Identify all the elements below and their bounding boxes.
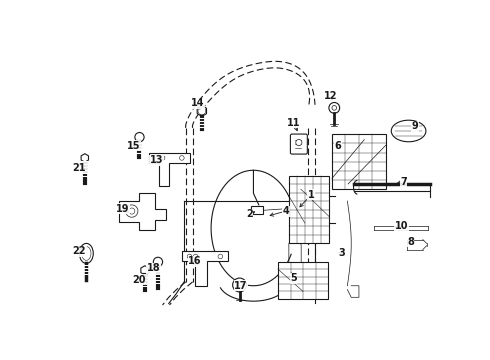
Ellipse shape: [82, 247, 91, 260]
Text: 8: 8: [407, 237, 414, 247]
Circle shape: [125, 205, 138, 217]
Circle shape: [154, 156, 159, 160]
Circle shape: [233, 278, 246, 292]
Ellipse shape: [79, 243, 93, 264]
Circle shape: [296, 139, 302, 145]
Circle shape: [237, 282, 243, 288]
Text: 6: 6: [335, 141, 342, 150]
FancyBboxPatch shape: [291, 134, 307, 154]
Circle shape: [194, 254, 198, 259]
Circle shape: [187, 254, 192, 259]
Text: 9: 9: [412, 121, 418, 131]
Text: 14: 14: [191, 98, 205, 108]
Polygon shape: [119, 193, 167, 230]
Text: 21: 21: [73, 163, 86, 173]
Text: 12: 12: [324, 91, 337, 100]
Text: 2: 2: [246, 209, 253, 219]
Text: 11: 11: [287, 117, 300, 127]
Polygon shape: [149, 153, 190, 186]
Circle shape: [332, 105, 337, 110]
Text: 10: 10: [394, 221, 408, 231]
Text: 16: 16: [188, 256, 202, 266]
Polygon shape: [182, 251, 228, 286]
Circle shape: [198, 107, 206, 115]
Text: 13: 13: [149, 155, 163, 165]
Bar: [289, 176, 329, 243]
Bar: [278, 262, 328, 299]
Text: 5: 5: [290, 273, 297, 283]
Text: 7: 7: [400, 177, 407, 187]
Circle shape: [329, 103, 340, 113]
Text: 3: 3: [339, 248, 345, 258]
Ellipse shape: [392, 120, 426, 142]
Circle shape: [153, 257, 163, 266]
Circle shape: [218, 254, 222, 259]
Text: 20: 20: [133, 275, 146, 285]
Bar: [332, 134, 386, 189]
Text: 19: 19: [116, 204, 129, 214]
Circle shape: [129, 208, 135, 214]
Text: 1: 1: [308, 190, 315, 200]
Circle shape: [160, 156, 165, 160]
Circle shape: [179, 156, 184, 160]
Text: 4: 4: [282, 206, 289, 216]
Text: 22: 22: [73, 246, 86, 256]
Text: 15: 15: [126, 141, 140, 150]
Bar: [251, 206, 264, 214]
Circle shape: [135, 132, 144, 142]
Text: 18: 18: [147, 263, 160, 273]
Text: 17: 17: [234, 281, 248, 291]
